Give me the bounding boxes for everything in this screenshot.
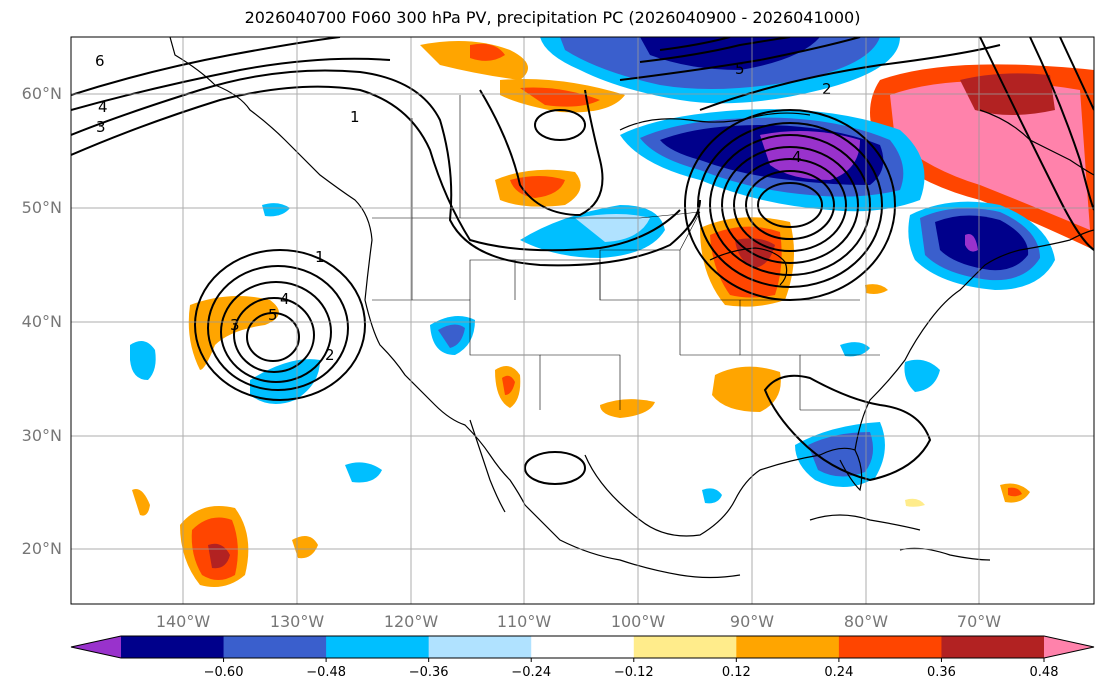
gridlines bbox=[71, 37, 1094, 604]
colorbar-segment bbox=[121, 636, 225, 658]
coastlines bbox=[169, 37, 1094, 579]
map-frame bbox=[70, 36, 1095, 605]
contour-label: 1 bbox=[315, 248, 325, 266]
colorbar-tick-label: −0.12 bbox=[614, 665, 654, 680]
lon-label: 70°W bbox=[957, 612, 1001, 631]
contour-label: 4 bbox=[280, 290, 290, 308]
shaded-anomalies bbox=[130, 37, 1094, 588]
lat-label: 40°N bbox=[22, 312, 62, 331]
pv-contours bbox=[71, 37, 1094, 485]
contour-label: 2 bbox=[822, 80, 832, 98]
contour-label: 1 bbox=[350, 108, 360, 126]
lon-label: 130°W bbox=[270, 612, 325, 631]
lat-label: 20°N bbox=[22, 539, 62, 558]
colorbar-segment bbox=[428, 636, 532, 658]
colorbar-segment bbox=[531, 636, 635, 658]
colorbar-extend-max bbox=[1044, 636, 1094, 658]
colorbar-tick-label: 0.12 bbox=[722, 665, 751, 680]
lon-label: 140°W bbox=[156, 612, 211, 631]
contour-label: 3 bbox=[230, 316, 240, 334]
contour-label: 4 bbox=[98, 98, 108, 116]
contour-label: 5 bbox=[268, 306, 278, 324]
colorbar-extend-min bbox=[71, 636, 121, 658]
colorbar-tick-label: 0.24 bbox=[824, 665, 853, 680]
contour-label: 3 bbox=[96, 118, 106, 136]
lon-label: 120°W bbox=[384, 612, 439, 631]
contour-label: 5 bbox=[735, 60, 745, 78]
lon-label: 80°W bbox=[844, 612, 888, 631]
longitude-labels: 140°W 130°W 120°W 110°W 100°W 90°W 80°W … bbox=[156, 612, 1001, 631]
colorbar-tick-label: 0.48 bbox=[1030, 665, 1059, 680]
lon-label: 110°W bbox=[497, 612, 552, 631]
colorbar-segment bbox=[838, 636, 942, 658]
colorbar-tick-label: 0.36 bbox=[927, 665, 956, 680]
colorbar-tick-label: −0.36 bbox=[409, 665, 449, 680]
colorbar-segment bbox=[736, 636, 840, 658]
lat-label: 50°N bbox=[22, 198, 62, 217]
colorbar-tick-label: −0.24 bbox=[511, 665, 551, 680]
lat-label: 60°N bbox=[22, 84, 62, 103]
state-borders bbox=[372, 95, 880, 411]
colorbar-segment bbox=[633, 636, 737, 658]
contour-label: 2 bbox=[325, 346, 335, 364]
lon-label: 100°W bbox=[611, 612, 666, 631]
map-title: 2026040700 F060 300 hPa PV, precipitatio… bbox=[244, 8, 861, 27]
colorbar-segment bbox=[326, 636, 430, 658]
contour-label: 4 bbox=[792, 148, 802, 166]
colorbar-segment bbox=[941, 636, 1045, 658]
colorbar-tick-label: −0.48 bbox=[306, 665, 346, 680]
latitude-labels: 60°N 50°N 40°N 30°N 20°N bbox=[22, 84, 62, 558]
colorbar-outline bbox=[70, 635, 1095, 659]
contour-label: 6 bbox=[95, 52, 105, 70]
lon-label: 90°W bbox=[730, 612, 774, 631]
colorbar: −0.60 −0.48 −0.36 −0.24 −0.12 0.12 0.24 0.36 0.4… bbox=[70, 635, 1095, 680]
lat-label: 30°N bbox=[22, 426, 62, 445]
contour-label-group: 1 1 2 2 3 3 4 4 4 5 5 6 bbox=[95, 52, 832, 364]
colorbar-segment bbox=[223, 636, 327, 658]
colorbar-tick-label: −0.60 bbox=[204, 665, 244, 680]
